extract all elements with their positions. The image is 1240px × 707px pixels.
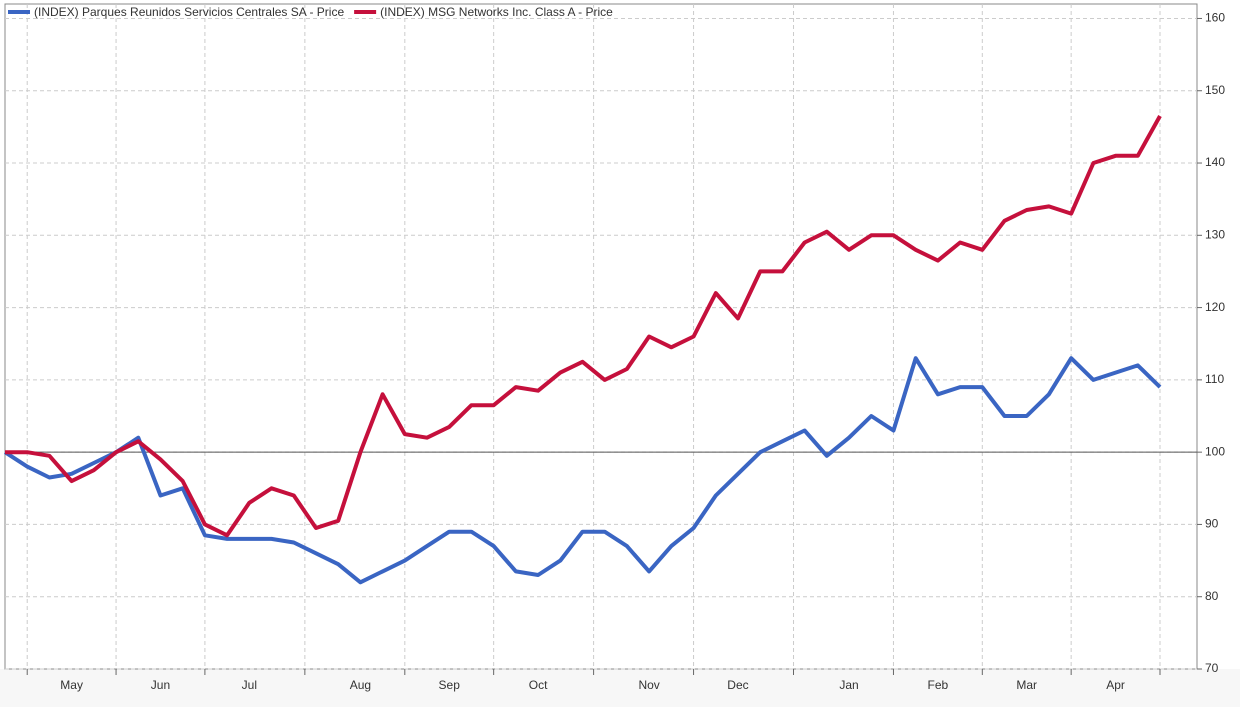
y-tick-label: 70 <box>1205 661 1219 675</box>
y-tick-label: 100 <box>1205 444 1225 458</box>
series-line <box>3 356 1162 585</box>
legend-label: (INDEX) Parques Reunidos Servicios Centr… <box>34 5 344 19</box>
y-tick-label: 110 <box>1205 372 1224 386</box>
y-tick-label: 160 <box>1205 11 1225 25</box>
legend-label: (INDEX) MSG Networks Inc. Class A - Pric… <box>380 5 613 19</box>
x-tick-label: May <box>60 678 83 692</box>
x-tick-label: Apr <box>1106 678 1125 692</box>
y-tick-label: 140 <box>1205 155 1225 169</box>
series-line <box>5 115 1162 538</box>
y-tick-label: 150 <box>1205 83 1225 97</box>
y-tick-label: 120 <box>1205 300 1225 314</box>
x-tick-label: Mar <box>1016 678 1037 692</box>
x-tick-label: Sep <box>439 678 461 692</box>
x-tick-label: Nov <box>638 678 659 692</box>
y-tick-label: 80 <box>1205 589 1219 603</box>
x-tick-label: Jan <box>839 678 858 692</box>
x-tick-label: Oct <box>529 678 548 692</box>
x-tick-label: Feb <box>928 678 949 692</box>
x-tick-label: Aug <box>350 678 371 692</box>
x-tick-label: Dec <box>727 678 748 692</box>
x-tick-label: Jul <box>242 678 257 692</box>
bottom-band <box>0 669 1240 707</box>
y-tick-label: 130 <box>1205 227 1225 241</box>
y-tick-label: 90 <box>1205 517 1219 531</box>
plot-area <box>4 3 1198 670</box>
x-tick-label: Jun <box>151 678 170 692</box>
